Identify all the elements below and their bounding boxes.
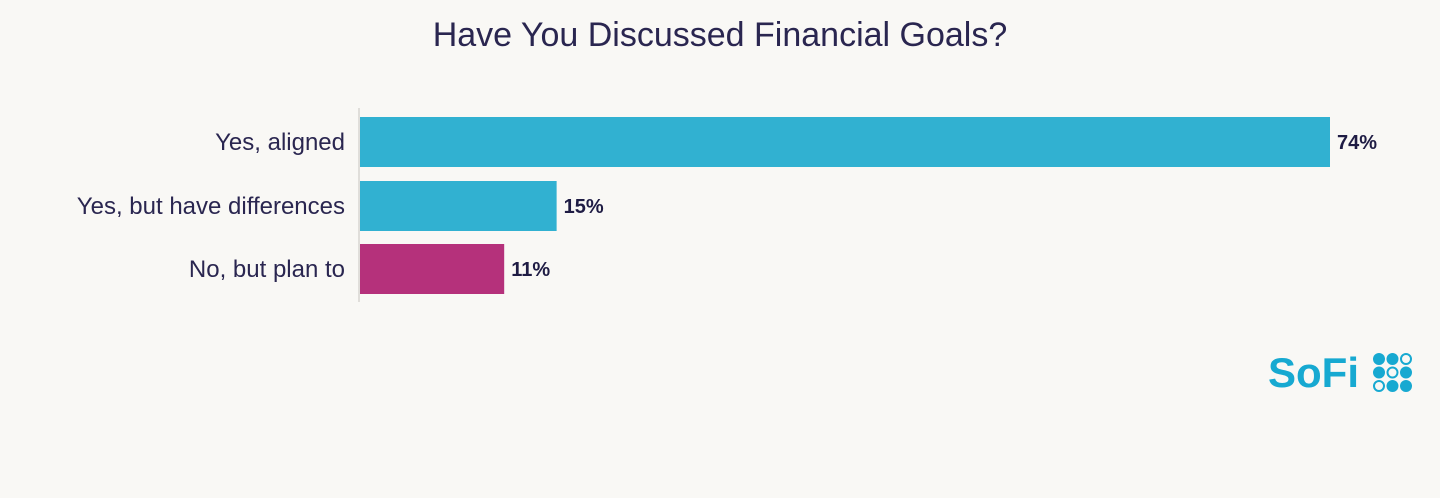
category-label: Yes, aligned xyxy=(215,129,345,156)
chart-title: Have You Discussed Financial Goals? xyxy=(432,16,1008,54)
logo-dot xyxy=(1400,366,1412,379)
value-label: 15% xyxy=(564,196,604,218)
sofi-logo: SoFi xyxy=(1268,349,1412,396)
category-label: Yes, but have differences xyxy=(77,193,345,220)
logo-dot xyxy=(1400,380,1412,392)
logo-text: SoFi xyxy=(1268,349,1359,396)
logo-dot xyxy=(1386,366,1399,379)
category-label: No, but plan to xyxy=(189,256,345,283)
logo-dot xyxy=(1373,380,1385,392)
logo-dot xyxy=(1400,353,1412,365)
bar xyxy=(360,244,505,294)
logo-dot xyxy=(1386,380,1399,392)
bar xyxy=(360,117,1330,167)
value-label: 11% xyxy=(511,259,550,281)
bar xyxy=(360,181,557,231)
logo-dot xyxy=(1386,353,1399,365)
value-label: 74% xyxy=(1337,132,1377,154)
logo-dot xyxy=(1373,353,1385,365)
logo-dots-icon xyxy=(1373,353,1412,392)
logo-dot xyxy=(1373,366,1385,379)
